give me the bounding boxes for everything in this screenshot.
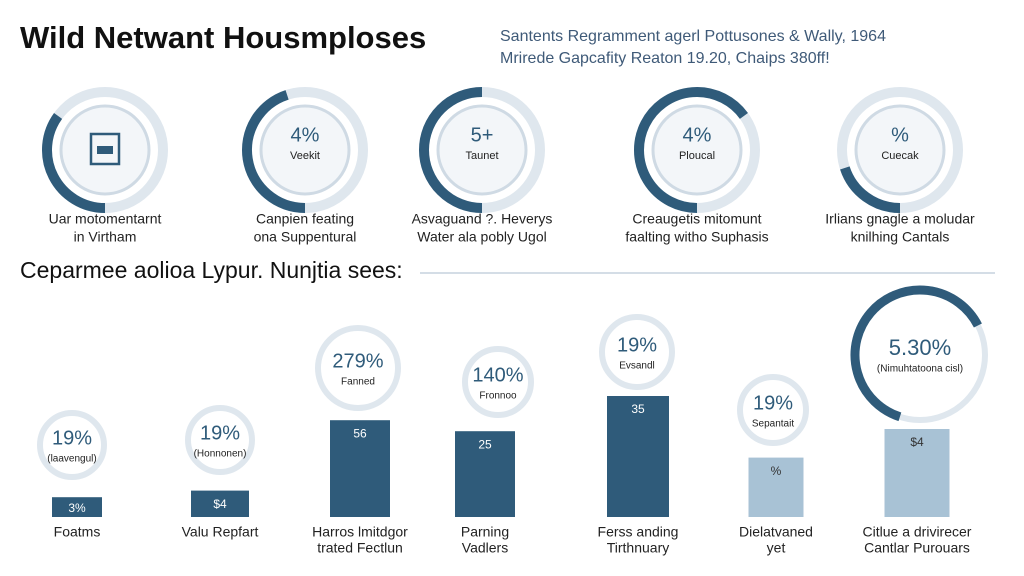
bar-caption: Parning <box>461 524 509 540</box>
bar-caption: Valu Repfart <box>182 524 259 540</box>
bar <box>191 490 249 517</box>
subtitle: Mrirede Gapcafity Reaton 19.20, Chaips 3… <box>500 50 830 67</box>
bar <box>884 429 950 517</box>
gauge-fill <box>634 87 748 213</box>
badge-sub: Fanned <box>341 377 375 388</box>
gauge-value: % <box>891 124 909 146</box>
bar-label: 56 <box>353 426 367 440</box>
icon <box>97 146 113 154</box>
badge-sub: Fronnoo <box>479 391 517 402</box>
badge-arc <box>850 285 982 422</box>
gauge-sub: Taunet <box>465 150 498 162</box>
bar-caption: Ferss anding <box>598 524 679 540</box>
bar-caption: Dielatvaned <box>739 524 813 540</box>
gauge-caption: knilhing Cantals <box>851 229 950 245</box>
gauge-caption: faalting witho Suphasis <box>625 229 768 245</box>
gauge-caption: in Virtham <box>74 229 137 245</box>
gauge-fill <box>419 87 483 213</box>
bar-caption: Cantlar Purouars <box>864 540 970 556</box>
gauge-value: 4% <box>683 124 712 146</box>
bar-caption: Citlue a drivirecer <box>863 524 972 540</box>
icon <box>89 132 121 166</box>
section-title: Ceparmee aolioa Lypur. Nunjtia sees: <box>20 257 403 283</box>
badge <box>462 346 534 418</box>
bar-label: 25 <box>478 437 492 451</box>
badge <box>737 374 809 446</box>
bar-caption: Tirthnuary <box>607 540 670 556</box>
bar <box>607 396 669 517</box>
bar <box>748 457 804 517</box>
gauge-sub: Cuecak <box>881 150 919 162</box>
subtitle: Santents Regramment agerl Pottusones & W… <box>500 28 886 45</box>
gauge-value: 4% <box>291 124 320 146</box>
badge-sub: Sepantait <box>752 419 794 430</box>
badge-value: 19% <box>753 392 793 414</box>
bar <box>330 420 390 517</box>
gauge-caption: Uar motomentarnt <box>49 211 162 227</box>
badge-sub: (laavengul) <box>47 454 96 465</box>
bar-label: $4 <box>213 497 227 511</box>
badge <box>37 410 107 480</box>
bar-label: $4 <box>910 435 924 449</box>
badge-value: 279% <box>332 350 383 372</box>
badge-sub: Evsandl <box>619 361 655 372</box>
bar <box>455 431 515 517</box>
title: Wild Netwant Housmploses <box>20 20 426 55</box>
bar-label: 35 <box>631 402 645 416</box>
gauge-caption: Water ala pobly Ugol <box>417 229 546 245</box>
badge-sub: (Nimuhtatoona cisl) <box>877 364 963 375</box>
gauge-caption: ona Suppentural <box>254 229 357 245</box>
bar-caption: yet <box>767 540 786 556</box>
gauge-caption: Canpien feating <box>256 211 354 227</box>
badge <box>185 405 255 475</box>
gauge-inner <box>854 104 946 196</box>
bar <box>52 497 102 517</box>
gauge-fill <box>42 112 106 213</box>
gauge-sub: Veekit <box>290 150 320 162</box>
gauge-inner <box>259 104 351 196</box>
badge-value: 19% <box>52 427 92 449</box>
gauge-sub: Ploucal <box>679 150 715 162</box>
gauge-caption: Creaugetis mitomunt <box>632 211 761 227</box>
gauge-fill <box>840 166 901 213</box>
bar-label: 3% <box>68 501 86 515</box>
bar-caption: Vadlers <box>462 540 508 556</box>
bar-caption: trated Fectlun <box>317 540 403 556</box>
badge <box>315 325 401 411</box>
badge-value: 140% <box>472 364 523 386</box>
gauge-value: 5+ <box>471 124 494 146</box>
badge-value: 19% <box>617 334 657 356</box>
bar-caption: Foatms <box>54 524 101 540</box>
badge-value: 5.30% <box>889 335 951 360</box>
badge-value: 19% <box>200 422 240 444</box>
gauge-fill <box>242 90 306 213</box>
gauge-caption: Irlians gnagle a moludar <box>825 211 975 227</box>
gauge-caption: Asvaguand ?. Heverys <box>412 211 553 227</box>
bar-label: % <box>771 464 782 478</box>
bar-caption: Harros lmitdgor <box>312 524 408 540</box>
badge-sub: (Honnonen) <box>194 449 247 460</box>
gauge-inner <box>436 104 528 196</box>
badge <box>599 314 675 390</box>
gauge-inner <box>651 104 743 196</box>
